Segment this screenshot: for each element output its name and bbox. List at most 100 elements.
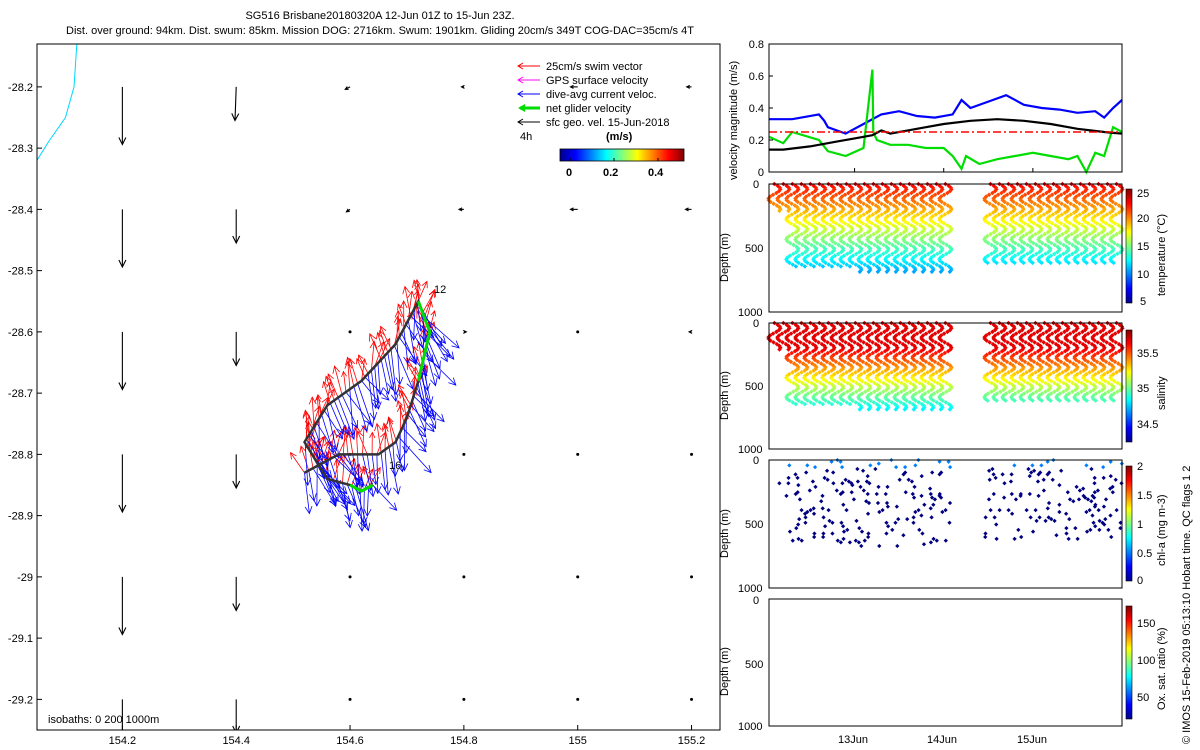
dac-vector-shaft <box>417 382 426 421</box>
temperature-cb-label: temperature (°C) <box>1156 214 1168 296</box>
map-ytick-label: -28.2 <box>8 82 33 94</box>
depth-sample <box>1065 490 1070 495</box>
velocity-ytick-label: 0.4 <box>749 103 764 115</box>
depth-sample <box>1026 466 1031 472</box>
swim-vector-head <box>369 431 376 439</box>
dac-vector-head <box>416 323 424 333</box>
dac-vector-head <box>355 473 363 482</box>
dac-vector-shaft <box>341 394 358 429</box>
swim-vector-head <box>289 451 297 460</box>
legend-geo: sfc geo. vel. 15-Jun-2018 <box>517 117 670 129</box>
swim-vector <box>381 422 390 447</box>
depth-sample <box>992 515 997 520</box>
dac-vector-shaft <box>416 303 422 332</box>
oxygen-cb-100: 100 <box>1137 655 1155 667</box>
dac-vector-shaft <box>387 352 397 402</box>
swim-vector-head <box>360 358 367 365</box>
map-ticks: 154.2 154.4 154.6 154.8 155 155.2 -28.2 -28.3 -2… <box>8 82 705 747</box>
depth-sample <box>1073 525 1078 531</box>
swim-vector <box>422 290 436 313</box>
dac-vector-head <box>435 338 443 347</box>
dac-vector <box>351 485 361 517</box>
depth-sample <box>1009 511 1015 516</box>
dac-vector-head <box>383 386 391 395</box>
depth-sample <box>997 508 1002 513</box>
depth-sample <box>919 474 924 479</box>
depth-sample <box>1101 475 1106 481</box>
isobaths-label: isobaths: 0 200 1000m <box>48 714 159 726</box>
depth-sample <box>901 533 906 538</box>
depth-sample <box>804 470 809 475</box>
geo-vector-head <box>232 725 241 730</box>
dac-vector-head <box>345 519 353 529</box>
dac-vector <box>384 355 395 391</box>
geo-dot <box>348 575 352 579</box>
dac-vector-head <box>353 507 361 517</box>
depth-sample <box>876 484 881 490</box>
dac-vector <box>308 470 317 502</box>
dac-vector-head <box>403 355 411 365</box>
depth-sample <box>841 536 846 541</box>
geo-vector <box>569 207 578 212</box>
depth-sample <box>1019 534 1024 540</box>
depth-sample <box>865 491 870 497</box>
depth-sample <box>777 481 782 486</box>
dac-vector-head <box>327 445 336 454</box>
map-ytick-label: -29.1 <box>8 633 33 645</box>
salinity-cb-35.5: 35.5 <box>1137 348 1158 360</box>
swim-vector-head <box>305 420 313 430</box>
swim-vector-shaft <box>401 391 407 420</box>
dac-vector-head <box>389 502 398 511</box>
dac-vector-shaft <box>414 391 445 422</box>
swim-vector-head <box>378 341 385 350</box>
depth-sample <box>1016 527 1021 533</box>
depth-sample <box>893 520 898 525</box>
salinity-ytick-0: 0 <box>753 318 759 330</box>
depth-sample <box>983 531 988 536</box>
dac-vector-shaft <box>413 307 416 340</box>
depth-sample <box>1043 518 1048 524</box>
temperature-ytick-0: 0 <box>753 179 759 191</box>
depth-sample <box>865 511 871 516</box>
swim-vector-head <box>322 380 329 388</box>
depth-panels: Depth (m) 0 500 1000 25 20 15 10 5 tempe… <box>719 179 1168 746</box>
swim-vector-head <box>375 331 383 340</box>
temperature-marks <box>766 181 1125 275</box>
swim-vector-shaft <box>362 425 365 455</box>
dac-vector-shaft <box>329 403 344 435</box>
velocity-ytick-label: 0 <box>758 167 764 179</box>
chla-ytick-1: 500 <box>745 519 763 531</box>
colorbar-label-0: 0 <box>566 167 572 179</box>
depth-sample <box>840 481 845 486</box>
swim-vector <box>369 333 382 360</box>
dac-vector-shaft <box>329 458 340 488</box>
geo-vector <box>232 576 241 612</box>
legend-geo-label: sfc geo. vel. 15-Jun-2018 <box>546 117 670 129</box>
depth-sample <box>805 463 810 468</box>
swim-vector-head <box>419 328 428 337</box>
dac-vector-head <box>436 414 445 423</box>
velocity-panel: 0 0.2 0.4 0.6 0.8 velocity magnitude (m/s) <box>728 39 1123 180</box>
dac-vector <box>390 348 400 396</box>
swim-vector-shaft <box>311 397 315 427</box>
track-label-start: 12 <box>434 284 446 296</box>
dac-vector-shaft <box>364 376 390 401</box>
dac-vector-head <box>331 493 339 503</box>
depth-sample <box>1045 506 1050 511</box>
dac-vector <box>353 386 369 433</box>
depth-sample <box>919 493 924 498</box>
geo-vector <box>684 207 692 212</box>
depth-sample <box>987 468 992 473</box>
dac-vector <box>359 489 368 525</box>
dac-vector-head <box>418 444 427 453</box>
dac-vector-shaft <box>311 430 323 461</box>
colorbar-label-2: 0.4 <box>648 167 664 179</box>
dac-vector <box>380 359 391 395</box>
depth-sample <box>811 264 817 269</box>
depth-sample <box>794 525 799 531</box>
temperature-ylabel: Depth (m) <box>719 233 731 282</box>
depth-sample <box>821 515 826 520</box>
salinity-ytick-1: 500 <box>745 381 763 393</box>
geo-vector <box>232 331 241 367</box>
map-panel: 154.2 154.4 154.6 154.8 155 155.2 -28.2 -28.3 -2… <box>8 43 721 747</box>
